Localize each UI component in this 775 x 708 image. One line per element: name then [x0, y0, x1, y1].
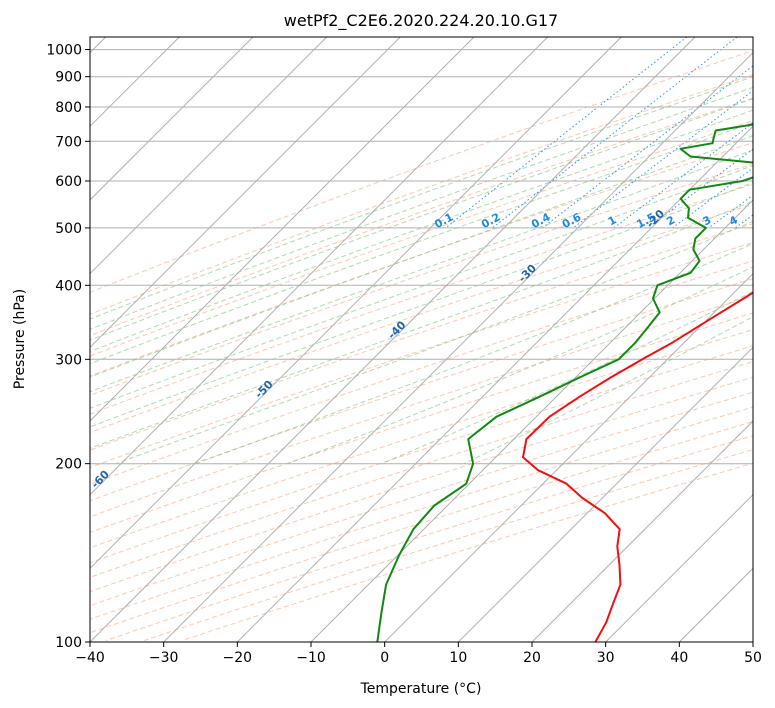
moist-adiabat-line [90, 181, 753, 428]
profile-series [376, 123, 753, 642]
dry-adiabat-line [90, 295, 753, 518]
y-tick-label: 400 [55, 278, 82, 294]
y-axis-label: Pressure (hPa) [12, 289, 28, 389]
temperature-profile-line [522, 291, 753, 642]
dry-adiabat-line [90, 420, 753, 634]
x-axis: −40 −30 −20 −10 0 10 20 30 40 50 [75, 642, 762, 666]
dry-adiabat-line [90, 183, 753, 415]
dry-adiabat-line [90, 223, 753, 451]
isotherm-gridline [384, 272, 753, 642]
plot-area-background [90, 37, 753, 642]
isotherm-gridline [90, 37, 696, 642]
x-axis-label: Temperature (°C) [360, 681, 482, 697]
isotherm-gridline [236, 125, 753, 642]
isotherm-gridline [163, 51, 753, 642]
x-tick-label: 50 [744, 650, 762, 666]
dry-adiabat-line [90, 329, 753, 549]
y-tick-label: 1000 [46, 43, 82, 59]
isotherm-gridline [90, 37, 254, 201]
x-tick-label: −10 [296, 650, 326, 666]
mixing-ratio-line [542, 65, 753, 229]
x-tick-label: 40 [670, 650, 688, 666]
x-tick-label: 20 [523, 650, 541, 666]
dry-adiabat-line [90, 260, 753, 485]
dry-adiabat-line [90, 312, 753, 533]
dry-adiabat-line [90, 376, 753, 593]
dry-adiabat-line [90, 142, 753, 377]
x-tick-label: −20 [223, 650, 253, 666]
moist-adiabat-line [90, 164, 753, 409]
isotherm-gridline [90, 37, 328, 275]
plot-frame [89, 36, 754, 643]
isotherm-gridline [605, 493, 753, 642]
dry-adiabat-line [90, 391, 753, 607]
x-tick-label: −40 [75, 650, 105, 666]
x-tick-label: 30 [597, 650, 615, 666]
y-tick-label: 100 [55, 635, 82, 651]
dry-adiabat-line [90, 406, 753, 620]
isotherm-gridline [90, 37, 549, 496]
y-axis: 1000 900 800 700 600 500 400 300 200 100 [46, 43, 90, 651]
moist-adiabat-line [195, 242, 753, 465]
y-tick-label: 500 [55, 221, 82, 237]
x-tick-label: −30 [149, 650, 179, 666]
moist-adiabat-line [381, 290, 753, 465]
y-tick-label: 300 [55, 352, 82, 368]
isotherm-gridline [531, 420, 753, 642]
isotherm-gridline [310, 199, 753, 642]
isotherm-gridline [90, 37, 622, 570]
isotherm-gridline [90, 37, 401, 349]
moist-adiabat-line [90, 135, 753, 378]
x-tick-label: 10 [449, 650, 467, 666]
isotherm-gridline [457, 346, 753, 642]
dry-adiabat-line [90, 74, 753, 315]
y-tick-label: 800 [55, 100, 82, 116]
mixing-ratio-line [672, 167, 753, 229]
x-tick-label: 0 [380, 650, 389, 666]
y-tick-label: 600 [55, 174, 82, 190]
y-tick-label: 900 [55, 70, 82, 86]
mixing-ratio-line [572, 90, 753, 229]
y-tick-label: 200 [55, 457, 82, 473]
chart-title: wetPf2_C2E6.2020.224.20.10.G17 [284, 11, 558, 31]
isotherm-gridline [90, 37, 475, 422]
moist-adiabat-line [90, 121, 753, 365]
dewpoint-profile-line [376, 123, 753, 642]
dry-adiabat-line [90, 120, 753, 357]
y-tick-label: 700 [55, 134, 82, 150]
dry-adiabat-line [90, 97, 753, 337]
moist-adiabat-line [90, 98, 753, 341]
